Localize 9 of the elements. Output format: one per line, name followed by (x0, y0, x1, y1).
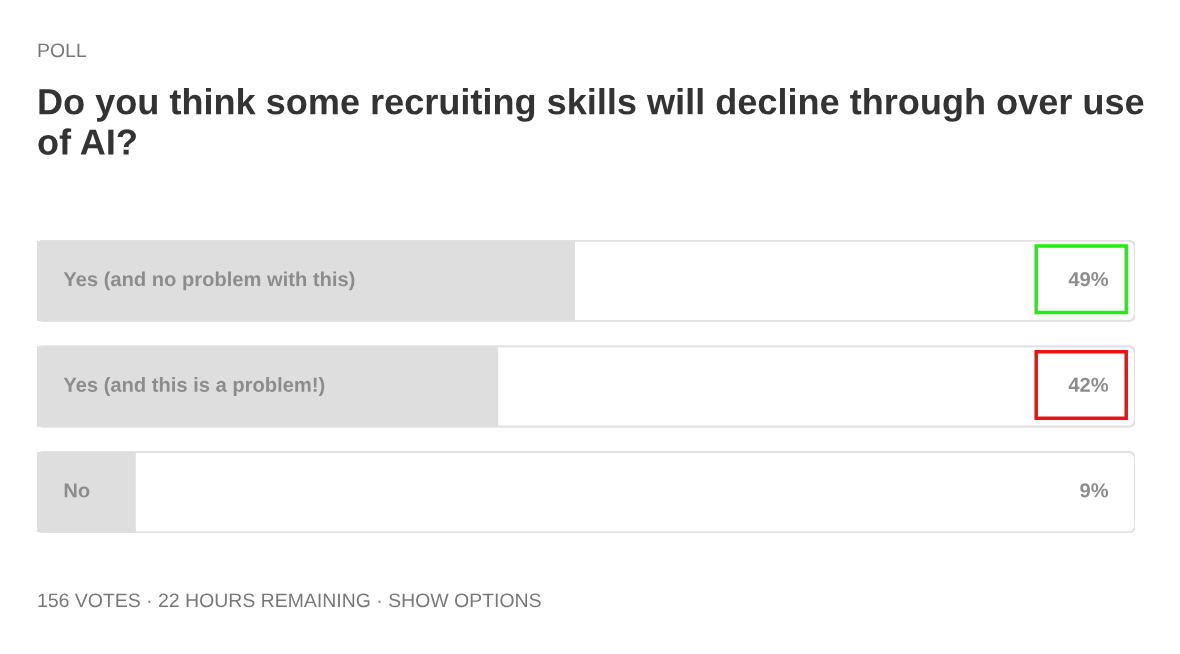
y-tick-label: No (64, 483, 90, 498)
y-tick-label: Yes (and no problem with this) (63, 271, 355, 291)
data-label: 49% (1068, 272, 1109, 287)
text: 156 VOTES · 22 HOURS REMAINING · SHOW OPTIONS (38, 593, 541, 608)
data-label: 42% (1068, 377, 1109, 392)
chart-title: Do you think some recruiting skills will decline through over use of AI? (38, 88, 1144, 155)
y-tick-label: Yes (and this is a problem!) (63, 377, 325, 396)
text: POLL (38, 43, 87, 58)
data-label: 9% (1080, 483, 1109, 498)
